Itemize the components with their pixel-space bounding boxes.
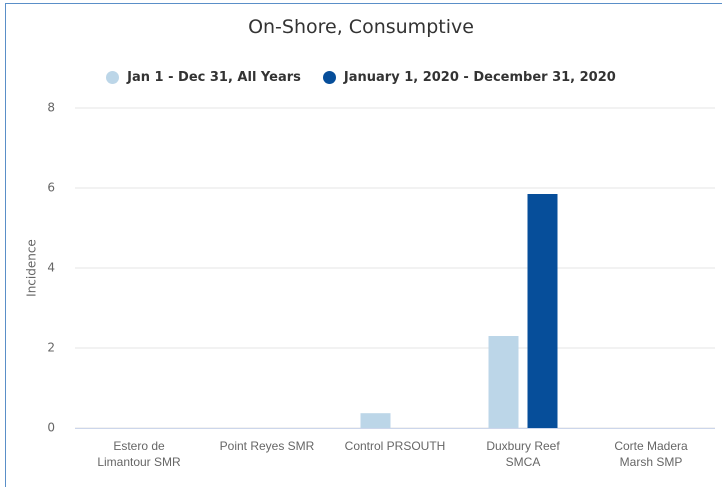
legend-marker <box>106 71 120 84</box>
legend-label: January 1, 2020 - December 31, 2020 <box>343 70 616 85</box>
x-tick-label: Control PRSOUTH <box>344 439 446 453</box>
frame <box>5 3 722 487</box>
bar <box>360 413 391 428</box>
x-tick-label: Estero de Limantour SMR <box>97 439 181 469</box>
legend: Jan 1 - Dec 31, All Years January 1, 2020… <box>0 70 722 85</box>
y-tick-label: 2 <box>47 341 55 355</box>
legend-marker <box>322 71 336 84</box>
legend-label: Jan 1 - Dec 31, All Years <box>127 70 301 85</box>
x-tick-label: Duxbury Reef SMCA <box>486 439 560 469</box>
y-tick-label: 8 <box>47 101 55 115</box>
y-tick-label: 6 <box>47 181 55 195</box>
x-tick-label: Point Reyes SMR <box>219 439 315 453</box>
y-tick-label: 4 <box>47 261 55 275</box>
y-tick-label: 0 <box>47 421 55 435</box>
y-axis-label: Incidence <box>25 239 39 297</box>
legend-item: Jan 1 - Dec 31, All Years <box>106 70 301 85</box>
bar <box>488 336 519 428</box>
legend-item: January 1, 2020 - December 31, 2020 <box>322 70 616 85</box>
bar <box>527 194 558 428</box>
x-tick-label: Corte Madera Marsh SMP <box>614 439 688 469</box>
chart-title: On-Shore, Consumptive <box>248 16 474 38</box>
